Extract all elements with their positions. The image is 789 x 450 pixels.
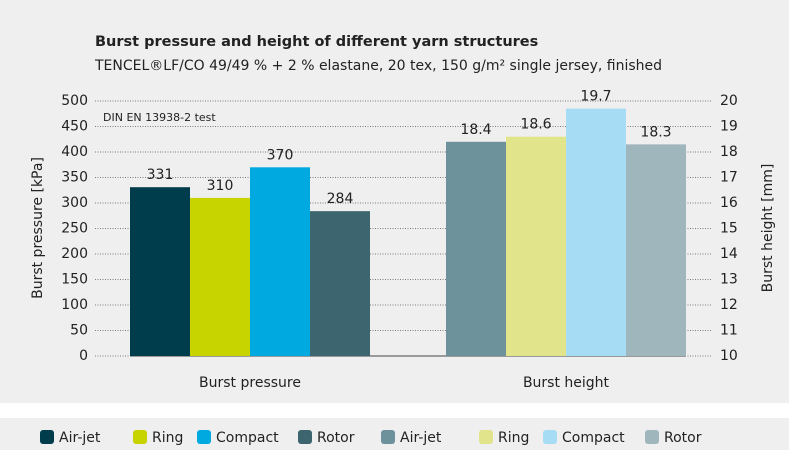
chart-title: Burst pressure and height of different y… xyxy=(95,34,538,50)
y2-tick-label: 20 xyxy=(720,93,738,109)
y2-tick-label: 15 xyxy=(720,221,738,237)
x-tick-label: Burst pressure xyxy=(199,375,301,391)
legend-swatch xyxy=(133,430,147,444)
y-tick-label: 450 xyxy=(61,119,88,135)
y-tick-label: 300 xyxy=(61,195,88,211)
bar xyxy=(190,197,250,356)
legend-label: Rotor xyxy=(317,430,355,446)
y-tick-label: 100 xyxy=(61,297,88,313)
y2-tick-label: 14 xyxy=(720,246,738,262)
legend-label: Compact xyxy=(562,430,625,446)
legend-label: Ring xyxy=(152,430,183,446)
bar xyxy=(626,144,686,356)
legend-swatch xyxy=(479,430,493,444)
data-label: 18.4 xyxy=(460,122,491,138)
legend-label: Ring xyxy=(498,430,529,446)
bar xyxy=(310,211,370,356)
y-tick-label: 150 xyxy=(61,272,88,288)
legend-swatch xyxy=(543,430,557,444)
legend-label: Rotor xyxy=(664,430,702,446)
y-tick-label: 50 xyxy=(70,323,88,339)
y-tick-label: 500 xyxy=(61,93,88,109)
y2-tick-label: 13 xyxy=(720,272,738,288)
data-label: 310 xyxy=(207,178,234,194)
y2-tick-label: 16 xyxy=(720,195,738,211)
chart-subtitle: TENCEL®LF/CO 49/49 % + 2 % elastane, 20 … xyxy=(94,58,662,74)
x-tick-label: Burst height xyxy=(523,375,610,391)
y2-tick-label: 11 xyxy=(720,323,738,339)
y-tick-label: 350 xyxy=(61,170,88,186)
bar xyxy=(250,167,310,356)
y2-tick-label: 12 xyxy=(720,297,738,313)
y2-tick-label: 19 xyxy=(720,119,738,135)
data-label: 18.3 xyxy=(640,124,671,140)
y-tick-label: 400 xyxy=(61,144,88,160)
y2-tick-label: 10 xyxy=(720,348,738,364)
data-label: 19.7 xyxy=(580,89,611,105)
y-tick-label: 200 xyxy=(61,246,88,262)
data-label: 284 xyxy=(327,191,354,207)
data-label: 370 xyxy=(267,147,294,163)
legend-swatch xyxy=(645,430,659,444)
y2-tick-label: 18 xyxy=(720,144,738,160)
legend-label: Air-jet xyxy=(400,430,442,446)
bar xyxy=(506,136,566,356)
y2-tick-label: 17 xyxy=(720,170,738,186)
data-label: 18.6 xyxy=(520,117,551,133)
data-label: 331 xyxy=(147,167,174,183)
legend-label: Compact xyxy=(216,430,279,446)
legend-swatch xyxy=(40,430,54,444)
y-axis-title: Burst pressure [kPa] xyxy=(30,157,46,299)
bar xyxy=(446,141,506,356)
y2-axis-title: Burst height [mm] xyxy=(760,164,776,293)
legend-swatch xyxy=(298,430,312,444)
legend-swatch xyxy=(197,430,211,444)
legend-swatch xyxy=(381,430,395,444)
y-tick-label: 0 xyxy=(79,348,88,364)
bar xyxy=(130,187,190,356)
bar xyxy=(566,108,626,357)
y-tick-label: 250 xyxy=(61,221,88,237)
annotation: DIN EN 13938-2 test xyxy=(103,111,216,124)
legend-label: Air-jet xyxy=(59,430,101,446)
